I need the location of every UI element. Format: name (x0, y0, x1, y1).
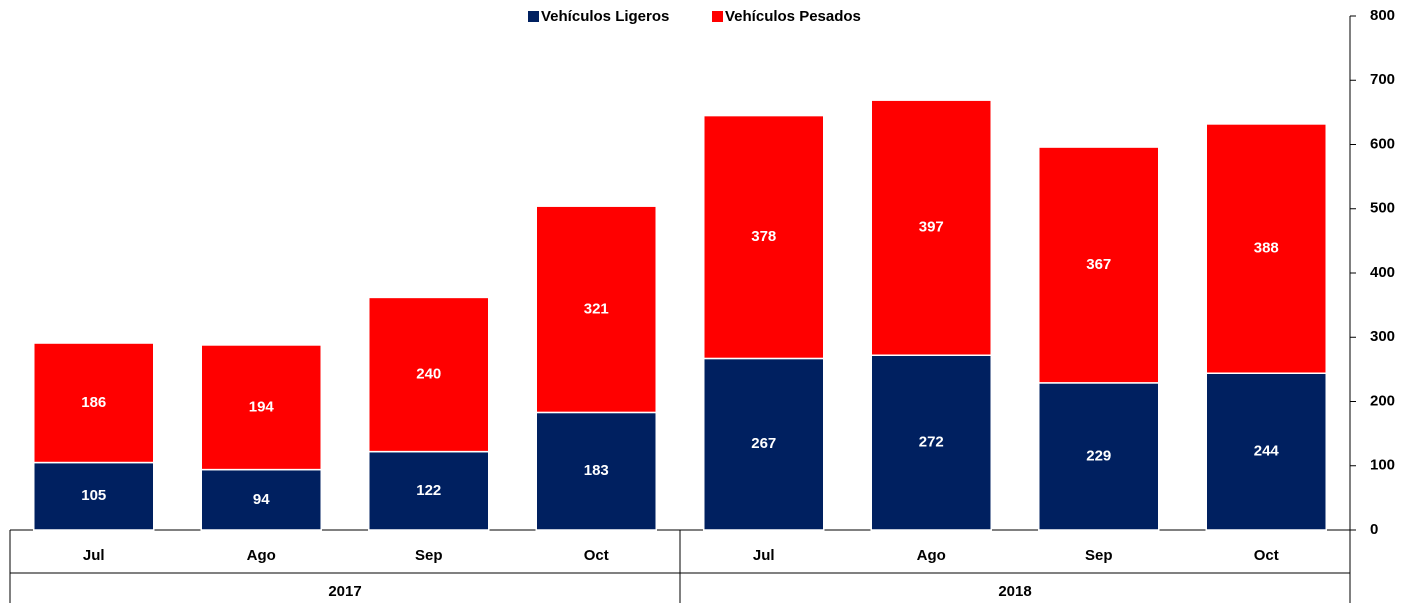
y-tick-label: 800 (1370, 7, 1395, 24)
bar-segment (870, 354, 992, 531)
y-tick-label: 500 (1370, 200, 1395, 217)
data-label: 397 (919, 219, 944, 236)
data-label: 186 (81, 394, 106, 411)
data-label: 321 (584, 300, 609, 317)
bar-segment (33, 342, 155, 464)
legend-swatch (528, 11, 539, 22)
x-tick-label: Jul (753, 547, 775, 564)
data-label: 272 (919, 434, 944, 451)
data-label: 105 (81, 487, 106, 504)
y-tick-label: 700 (1370, 71, 1395, 88)
y-tick-label: 600 (1370, 135, 1395, 152)
legend-label: Vehículos Pesados (725, 8, 861, 25)
bar-segment (200, 468, 322, 531)
data-label: 122 (416, 482, 441, 499)
group-label: 2017 (328, 583, 361, 600)
bar-segment (703, 357, 825, 531)
bar-segment (368, 450, 490, 531)
bar-segment (870, 99, 992, 356)
bar-segment (200, 344, 322, 471)
x-tick-label: Sep (415, 547, 443, 564)
bar-segment (703, 114, 825, 360)
bar-segment (1205, 372, 1327, 531)
data-label: 194 (249, 398, 275, 415)
data-label: 367 (1086, 256, 1111, 273)
x-tick-label: Sep (1085, 547, 1113, 564)
data-label: 229 (1086, 447, 1111, 464)
legend-swatch (712, 11, 723, 22)
data-label: 378 (751, 228, 776, 245)
bar-segment (1038, 382, 1160, 531)
group-label: 2018 (998, 583, 1031, 600)
x-tick-label: Ago (247, 547, 276, 564)
bar-segment (1205, 123, 1327, 374)
y-tick-label: 100 (1370, 457, 1395, 474)
data-label: 240 (416, 365, 441, 382)
data-label: 244 (1254, 443, 1280, 460)
bar-segment (33, 461, 155, 531)
y-tick-label: 200 (1370, 392, 1395, 409)
data-label: 267 (751, 435, 776, 452)
bar-segment (368, 296, 490, 453)
data-label: 183 (584, 462, 609, 479)
y-tick-label: 0 (1370, 521, 1378, 538)
x-tick-label: Oct (584, 547, 609, 564)
x-tick-label: Jul (83, 547, 105, 564)
x-tick-label: Oct (1254, 547, 1279, 564)
data-label: 94 (253, 491, 270, 508)
x-tick-label: Ago (917, 547, 946, 564)
y-tick-label: 400 (1370, 264, 1395, 281)
y-tick-label: 300 (1370, 328, 1395, 345)
data-label: 388 (1254, 240, 1279, 257)
legend-label: Vehículos Ligeros (541, 8, 669, 25)
bar-segment (535, 205, 657, 414)
bar-segment (1038, 146, 1160, 384)
